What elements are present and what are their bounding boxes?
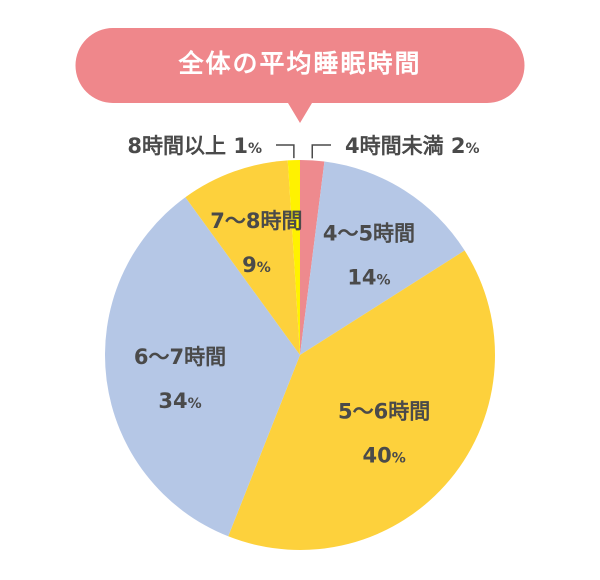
slice-label-1: 4時間未満 2% — [345, 134, 480, 158]
pie-slice-4 — [105, 197, 300, 537]
pie-slices — [105, 160, 496, 550]
slice-label-text: 8時間以上 1% — [127, 134, 262, 158]
slice-labels: 4時間未満 2% 4～5時間 14% 5～6時間 40% 6～7時間 34% 7～8時間 9% 8… — [127, 134, 479, 468]
slice-category-label: 4～5時間 — [323, 221, 415, 245]
slice-label-2: 4～5時間 14% — [323, 221, 415, 289]
pie-slice-6 — [287, 160, 300, 355]
slice-value-label: 14% — [347, 265, 390, 289]
slice-category-label: 7～8時間 — [210, 209, 302, 233]
slice-label-text: 4時間未満 2% — [345, 134, 480, 158]
chart-title-callout: 全体の平均睡眠時間 — [75, 28, 525, 123]
slice-label-3: 5～6時間 40% — [338, 400, 430, 468]
slice-category-label: 5～6時間 — [338, 400, 430, 424]
slice-label-4: 6～7時間 34% — [134, 345, 226, 413]
chart-title: 全体の平均睡眠時間 — [177, 49, 421, 78]
pie-slice-1 — [300, 160, 325, 355]
slice-category-label: 6～7時間 — [134, 345, 226, 369]
pie-slice-2 — [300, 161, 465, 355]
slice-value-label: 34% — [158, 389, 201, 413]
slice-value-label: 40% — [363, 444, 406, 468]
slice-value-label: 9% — [242, 253, 271, 277]
pie-slice-5 — [185, 160, 300, 355]
pie-slice-3 — [228, 250, 496, 550]
title-bubble — [75, 28, 525, 123]
slice-label-6: 8時間以上 1% — [127, 134, 262, 158]
leader-lines — [276, 144, 331, 159]
leader-line-6 — [276, 144, 295, 159]
leader-line-1 — [311, 144, 331, 159]
slice-label-5: 7～8時間 9% — [210, 209, 302, 277]
